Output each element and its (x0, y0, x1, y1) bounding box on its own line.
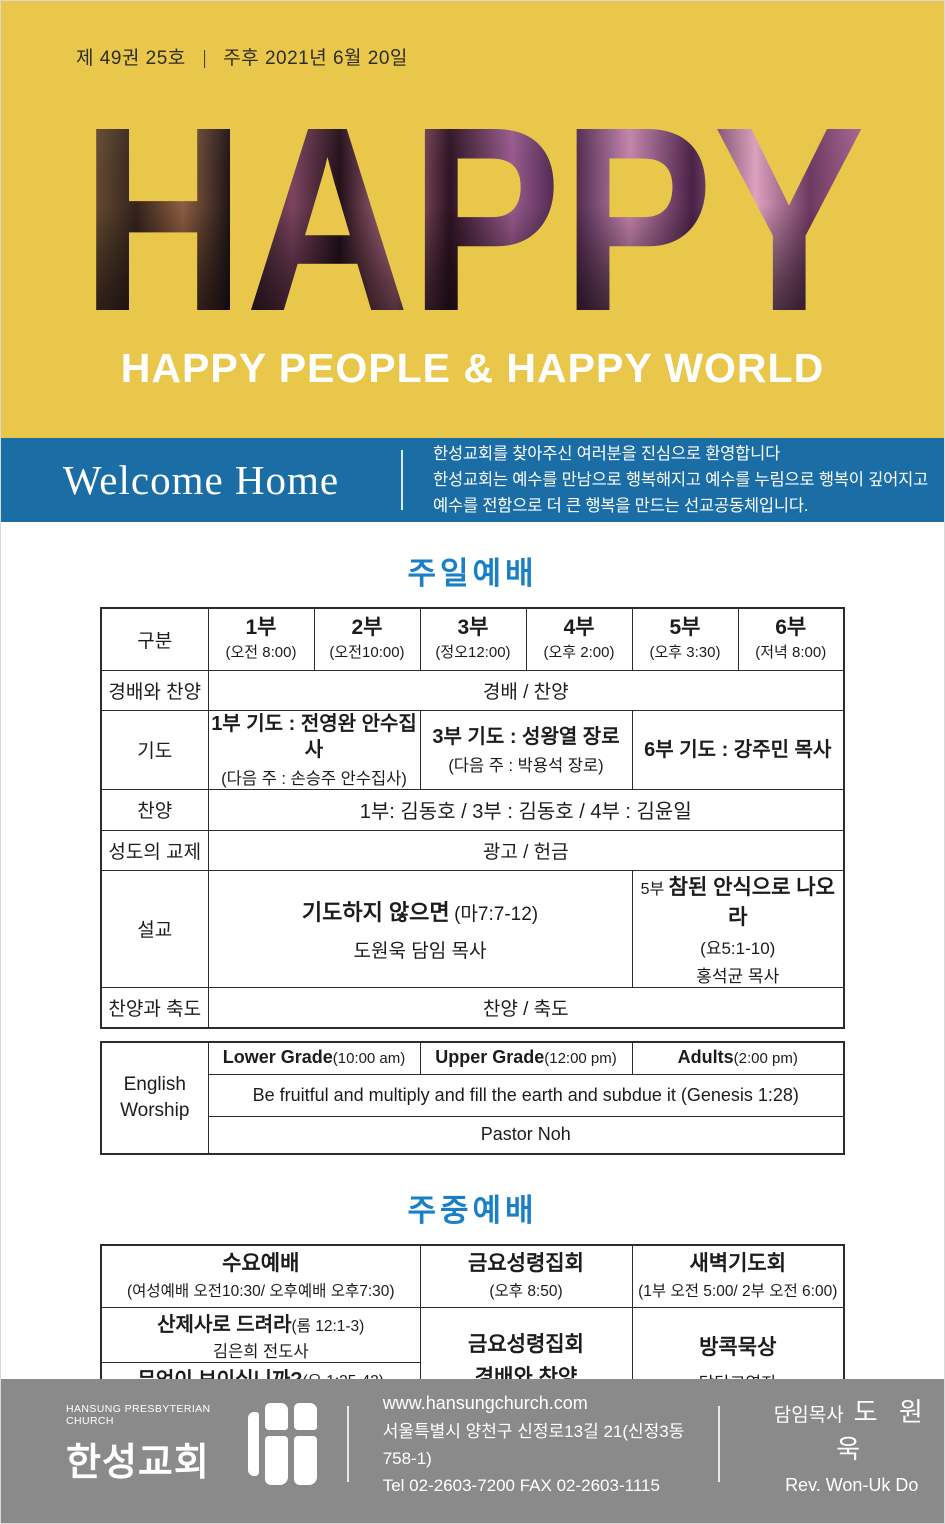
english-pastor-row: Pastor Noh (101, 1115, 845, 1155)
happy-word-shade: HAPPY (81, 120, 865, 315)
english-col-upper-grade: Upper Grade(12:00 pm) (419, 1041, 633, 1075)
praise-row-value: 1부: 김동호 / 3부 : 김동호 / 4부 : 김윤일 (207, 788, 845, 831)
sermon-main-cell: 기도하지 않으면 (마7:7-12) 도원욱 담임 목사 (207, 869, 633, 988)
fellowship-row-value: 광고 / 헌금 (207, 829, 845, 871)
issue-line: 제 49권 25호 | 주후 2021년 6월 20일 (76, 43, 944, 70)
weekday-worship-title: 주중예배 (407, 1193, 538, 1228)
service-1-header: 1부 (오전 8:00) (207, 607, 315, 671)
worship-row-label: 경배와 찬양 (100, 669, 209, 711)
sermon-row: 설교 기도하지 않으면 (마7:7-12) 도원욱 담임 목사 5부 참된 안식… (100, 869, 845, 988)
english-col-adults: Adults(2:00 pm) (631, 1041, 845, 1075)
service-6-header: 6부 (저녁 8:00) (737, 607, 845, 671)
church-name-english: HANSUNG PRESBYTERIAN CHURCH (66, 1402, 211, 1427)
service-5-header: 5부 (오후 3:30) (631, 607, 739, 671)
happy-logo-svg: HAPPY HAPPY (81, 120, 865, 315)
church-address: 서울특별시 양천구 신정로13길 21(신정3동 758-1) (382, 1421, 685, 1468)
friday-service-header: 금요성령집회 (오후 8:50) (419, 1244, 633, 1308)
welcome-banner: Welcome Home 한성교회를 찾아주신 여러분을 진심으로 환영합니다 … (1, 438, 944, 522)
dawn-prayer-header: 새벽기도회 (1부 오전 5:00/ 2부 오전 6:00) (631, 1244, 845, 1308)
welcome-text: 한성교회를 찾아주신 여러분을 진심으로 환영합니다 한성교회는 예수를 만남으… (433, 441, 928, 519)
benediction-row-label: 찬양과 축도 (100, 986, 209, 1029)
welcome-line-2: 한성교회는 예수를 만남으로 행복해지고 예수를 누림으로 행복이 깊어지고 (433, 470, 929, 489)
sunday-worship-table: 구분 1부 (오전 8:00) 2부 (오전10:00) 3부 (정오12:00… (100, 607, 845, 1029)
english-worship-table: English Worship Lower Grade(10:00 am) Up… (100, 1041, 845, 1155)
sunday-header-row: 구분 1부 (오전 8:00) 2부 (오전10:00) 3부 (정오12:00… (100, 607, 845, 671)
service-2-header: 2부 (오전10:00) (313, 607, 421, 671)
wednesday-sermon-1: 산제사로 드려라(롬 12:1-3) 김은희 전도사 (100, 1306, 421, 1363)
worship-row-value: 경배 / 찬양 (207, 669, 845, 711)
pastor-name-english: Rev. Won-Uk Do (785, 1475, 919, 1495)
prayer-cell-1: 1부 기도 : 전영완 안수집사 (다음 주 : 손승주 안수집사) (207, 709, 421, 790)
benediction-row: 찬양과 축도 찬양 / 축도 (100, 986, 845, 1029)
fellowship-row: 성도의 교제 광고 / 헌금 (100, 829, 845, 871)
wednesday-service-header: 수요예배 (여성예배 오전10:30/ 오후예배 오후7:30) (100, 1244, 421, 1308)
pastor-title: 담임목사 (773, 1405, 844, 1426)
footer-divider-2 (717, 1406, 720, 1482)
happy-logo: HAPPY HAPPY (78, 120, 868, 315)
prayer-row: 기도 1부 기도 : 전영완 안수집사 (다음 주 : 손승주 안수집사) 3부… (100, 709, 845, 790)
fellowship-row-label: 성도의 교제 (100, 829, 209, 871)
english-verse: Be fruitful and multiply and fill the ea… (207, 1073, 845, 1117)
praise-row: 찬양 1부: 김동호 / 3부 : 김동호 / 4부 : 김윤일 (100, 788, 845, 831)
church-phone: Tel 02-2603-7200 FAX 02-2603-1115 (382, 1475, 660, 1495)
hero-tagline: HAPPY PEOPLE & HAPPY WORLD (120, 345, 825, 391)
sermon-row-label: 설교 (100, 869, 209, 988)
worship-praise-row: 경배와 찬양 경배 / 찬양 (100, 669, 845, 711)
english-col-lower-grade: Lower Grade(10:00 am) (207, 1041, 421, 1075)
pastor-info: 담임목사 도 원 욱 Rev. Won-Uk Do (760, 1392, 944, 1496)
prayer-row-label: 기도 (100, 709, 209, 790)
english-worship-label: English Worship (100, 1041, 209, 1155)
english-verse-row: Be fruitful and multiply and fill the ea… (101, 1073, 845, 1117)
welcome-title: Welcome Home (62, 457, 340, 503)
contact-info: www.hansungchurch.com 서울특별시 양천구 신정로13길 2… (383, 1389, 688, 1499)
prayer-cell-3: 6부 기도 : 강주민 목사 (631, 709, 845, 790)
prayer-cell-2: 3부 기도 : 성왕열 장로 (다음 주 : 박용석 장로) (419, 709, 633, 790)
weekday-header-row: 수요예배 (여성예배 오전10:30/ 오후예배 오후7:30) 금요성령집회 … (100, 1244, 845, 1308)
happy-word: HAPPY (81, 120, 865, 315)
english-header-row: English Worship Lower Grade(10:00 am) Up… (100, 1041, 845, 1155)
pastor-name-korean: 도 원 욱 (836, 1397, 930, 1464)
issue-date: 주후 2021년 6월 20일 (223, 48, 408, 69)
church-website: www.hansungchurch.com (382, 1392, 588, 1413)
welcome-divider (401, 450, 403, 510)
sermon-alt-cell: 5부 참된 안식으로 나오라 (요5:1-10) 홍석균 목사 (631, 869, 845, 988)
welcome-line-3: 예수를 전함으로 더 큰 행복을 만드는 선교공동체입니다. (433, 497, 809, 516)
church-logo-icon (247, 1403, 317, 1485)
praise-row-label: 찬양 (100, 788, 209, 831)
service-3-header: 3부 (정오12:00) (419, 607, 527, 671)
church-name-korean: 한성교회 (66, 1441, 210, 1484)
benediction-row-value: 찬양 / 축도 (207, 986, 845, 1029)
service-4-header: 4부 (오후 2:00) (525, 607, 633, 671)
english-pastor: Pastor Noh (207, 1115, 845, 1155)
church-identity: HANSUNG PRESBYTERIAN CHURCH 한성교회 (66, 1403, 234, 1486)
issue-separator: | (202, 48, 207, 69)
issue-number: 제 49권 25호 (76, 48, 186, 69)
welcome-line-1: 한성교회를 찾아주신 여러분을 진심으로 환영합니다 (433, 444, 781, 463)
corner-cell: 구분 (100, 607, 209, 671)
weekday-body-row-1: 산제사로 드려라(롬 12:1-3) 김은희 전도사 금요성령집회 경배와 찬양… (100, 1306, 845, 1418)
footer: HANSUNG PRESBYTERIAN CHURCH 한성교회 www.han… (1, 1379, 944, 1523)
hero-section: 제 49권 25호 | 주후 2021년 6월 20일 (1, 1, 944, 438)
sunday-worship-title: 주일예배 (407, 556, 538, 591)
footer-divider-1 (346, 1406, 349, 1482)
